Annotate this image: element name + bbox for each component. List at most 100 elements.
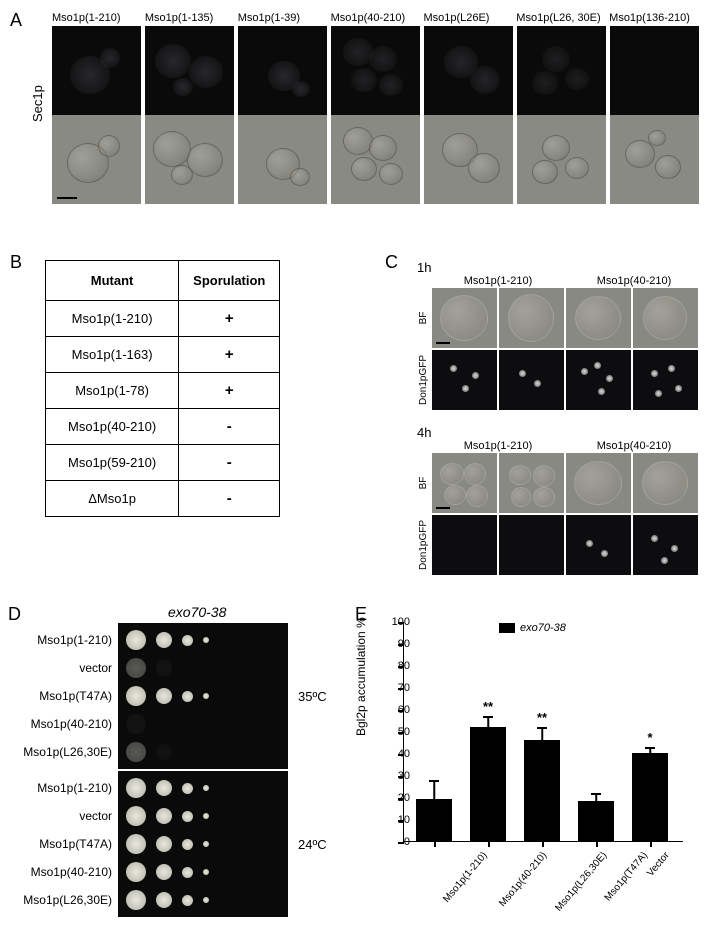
growth-spot — [182, 867, 193, 878]
temp-label: 24ºC — [298, 837, 327, 852]
panel-d-label: D — [8, 604, 21, 625]
x-tick-label: Mso1p(L26,30E) — [553, 850, 609, 914]
a-col-label: Mso1p(1-210) — [52, 12, 145, 24]
legend-swatch — [499, 623, 515, 633]
result-cell: + — [179, 301, 280, 337]
growth-spot — [203, 869, 209, 875]
growth-spot — [126, 862, 146, 882]
y-tick-label: 100 — [392, 616, 410, 628]
d-row-label: vector — [8, 802, 118, 830]
panel-b-label: B — [10, 252, 22, 273]
result-cell: - — [179, 481, 280, 517]
y-tick-label: 0 — [404, 836, 410, 848]
a-col-label: Mso1p(L26, 30E) — [516, 12, 609, 24]
chart-legend: exo70-38 — [499, 622, 566, 634]
growth-spot — [156, 892, 172, 908]
panel-c-label: C — [385, 252, 398, 273]
a-col-label: Mso1p(1-135) — [145, 12, 238, 24]
bf-image — [633, 453, 698, 513]
growth-spot — [182, 811, 193, 822]
gfp-image — [499, 515, 564, 575]
a-col-label: Mso1p(40-210) — [331, 12, 424, 24]
chart-bar — [470, 727, 506, 841]
growth-spot — [203, 897, 209, 903]
mutant-cell: Mso1p(40-210) — [46, 409, 179, 445]
table-row: Mso1p(40-210)- — [46, 409, 280, 445]
y-tick-label: 80 — [398, 660, 410, 672]
microscopy-bf-image — [424, 115, 513, 204]
growth-spot — [182, 839, 193, 850]
growth-spot — [126, 834, 146, 854]
bf-image — [499, 288, 564, 348]
bf-image — [432, 453, 497, 513]
gfp-image — [432, 515, 497, 575]
growth-row — [126, 682, 280, 710]
mutant-cell: Mso1p(1-163) — [46, 337, 179, 373]
growth-spot — [126, 778, 146, 798]
x-tick-label: Mso1p(T47A) — [603, 850, 650, 903]
result-cell: - — [179, 409, 280, 445]
growth-spot — [156, 864, 172, 880]
table-row: Mso1p(1-78)+ — [46, 373, 280, 409]
table-row: Mso1p(1-163)+ — [46, 337, 280, 373]
panel-a-column-labels: Mso1p(1-210) Mso1p(1-135) Mso1p(1-39) Ms… — [52, 12, 702, 24]
a-col-label: Mso1p(L26E) — [423, 12, 516, 24]
panel-a-label: A — [10, 10, 22, 31]
growth-spot — [203, 813, 209, 819]
significance-marker: * — [647, 730, 652, 745]
microscopy-fluor-image — [238, 26, 327, 115]
c-col-label: Mso1p(1-210) — [430, 440, 566, 452]
chart-bar — [524, 740, 560, 841]
c-col-label: Mso1p(1-210) — [430, 275, 566, 287]
growth-spot — [156, 808, 172, 824]
mutant-cell: Mso1p(1-210) — [46, 301, 179, 337]
sporulation-table: Mutant Sporulation Mso1p(1-210)+ Mso1p(1… — [45, 260, 280, 517]
d-row-label: Mso1p(L26,30E) — [8, 738, 118, 766]
microscopy-bf-image — [52, 115, 141, 204]
growth-spot — [182, 783, 193, 794]
growth-spot — [156, 780, 172, 796]
growth-row — [126, 802, 280, 830]
d-row-label: Mso1p(L26,30E) — [8, 886, 118, 914]
temp-label: 35ºC — [298, 689, 327, 704]
growth-spot — [203, 693, 209, 699]
result-cell: + — [179, 337, 280, 373]
y-tick-label: 10 — [398, 814, 410, 826]
scale-bar — [57, 197, 77, 199]
growth-spot — [126, 658, 146, 678]
growth-spot — [126, 742, 146, 762]
mutant-cell: ΔMso1p — [46, 481, 179, 517]
result-cell: + — [179, 373, 280, 409]
d-row-label: Mso1p(T47A) — [8, 830, 118, 858]
microscopy-bf-image — [145, 115, 234, 204]
growth-plate-bottom — [118, 771, 288, 917]
gfp-image — [633, 350, 698, 410]
microscopy-fluor-image — [517, 26, 606, 115]
c-col-label: Mso1p(40-210) — [566, 275, 702, 287]
growth-spot — [156, 688, 172, 704]
gfp-image — [432, 350, 497, 410]
table-row: Mso1p(1-210)+ — [46, 301, 280, 337]
microscopy-bf-image — [610, 115, 699, 204]
c-col-label: Mso1p(40-210) — [566, 440, 702, 452]
significance-marker: ** — [483, 699, 493, 714]
d-row-labels-bottom: Mso1p(1-210) vector Mso1p(T47A) Mso1p(40… — [8, 774, 118, 914]
growth-spot — [156, 660, 172, 676]
d-row-label: vector — [8, 654, 118, 682]
growth-spot — [182, 691, 193, 702]
y-tick-label: 90 — [398, 638, 410, 650]
growth-spot — [126, 806, 146, 826]
growth-spot — [126, 686, 146, 706]
growth-spot — [182, 635, 193, 646]
panel-e: E Bgl2p accumulation % exo70-38 ***** 01… — [355, 604, 700, 909]
growth-spot — [156, 744, 172, 760]
growth-spot — [203, 785, 209, 791]
d-row-label: Mso1p(1-210) — [8, 774, 118, 802]
d-row-label: Mso1p(1-210) — [8, 626, 118, 654]
chart-bar — [632, 753, 668, 841]
bf-image — [566, 288, 631, 348]
microscopy-bf-image — [517, 115, 606, 204]
growth-spot — [203, 841, 209, 847]
gfp-image — [499, 350, 564, 410]
table-row: Mso1p(59-210)- — [46, 445, 280, 481]
